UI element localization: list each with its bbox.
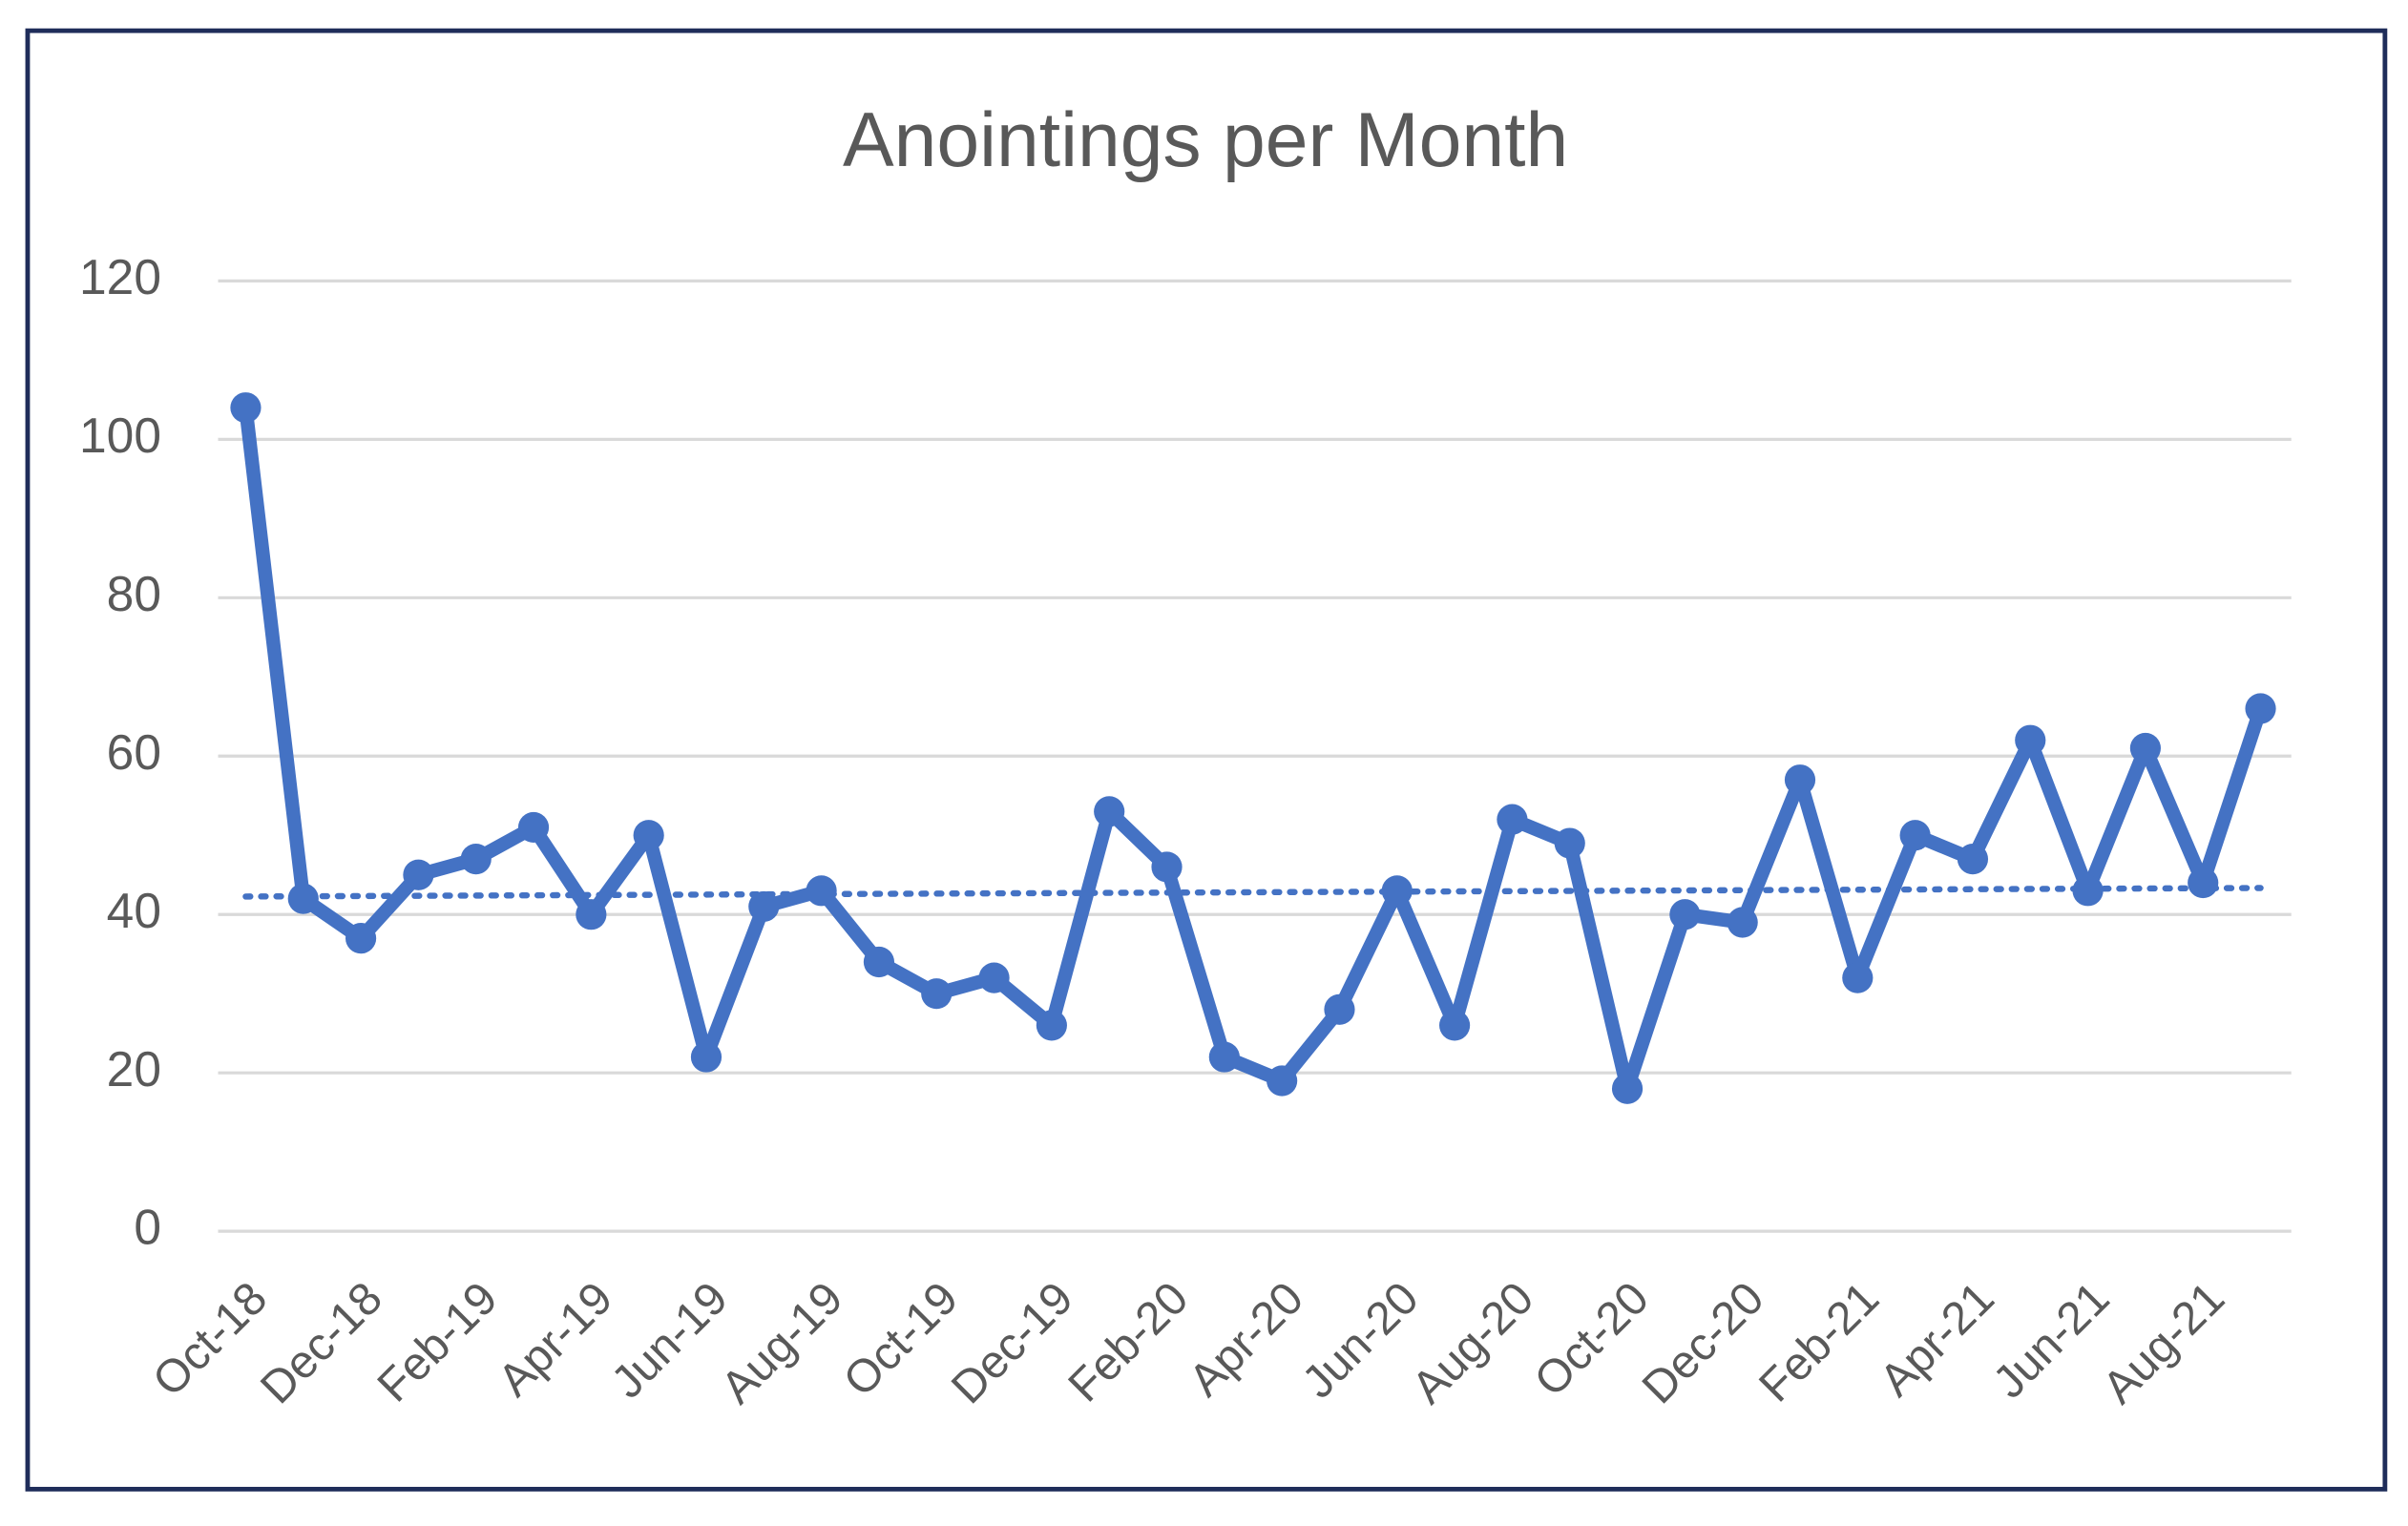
- data-point: [287, 883, 319, 914]
- data-point: [748, 890, 780, 923]
- y-tick-label: 100: [79, 408, 161, 463]
- data-point: [1497, 804, 1528, 835]
- data-point: [1784, 764, 1816, 796]
- data-point: [2072, 875, 2104, 907]
- data-point: [1324, 993, 1355, 1025]
- data-point: [230, 392, 262, 424]
- data-point: [2188, 867, 2219, 899]
- chart-title: Anointings per Month: [843, 97, 1568, 183]
- data-point: [921, 978, 953, 1010]
- data-point: [1611, 1073, 1644, 1104]
- data-point: [1554, 827, 1585, 859]
- data-point: [1267, 1065, 1298, 1097]
- y-tick-label: 0: [134, 1200, 161, 1255]
- data-point: [1957, 844, 1989, 875]
- y-tick-label: 60: [107, 724, 161, 780]
- data-point: [1727, 907, 1758, 938]
- data-point: [1381, 875, 1413, 907]
- data-point: [1208, 1041, 1240, 1073]
- data-point: [345, 923, 377, 954]
- data-point: [1094, 796, 1125, 827]
- y-tick-label: 40: [107, 883, 161, 938]
- data-point: [633, 820, 664, 851]
- data-point: [1899, 820, 1931, 851]
- data-point: [1669, 899, 1701, 930]
- data-point: [576, 899, 607, 930]
- data-point: [517, 811, 550, 844]
- data-point: [1439, 1010, 1471, 1041]
- data-point: [403, 859, 434, 890]
- data-point: [1842, 962, 1874, 993]
- data-point: [1151, 851, 1183, 883]
- chart-frame: [25, 28, 2388, 1492]
- data-point: [2129, 732, 2161, 764]
- y-tick-label: 80: [107, 566, 161, 621]
- data-point: [2245, 693, 2276, 724]
- data-point: [978, 962, 1010, 993]
- data-point: [690, 1041, 722, 1073]
- data-point: [460, 844, 492, 875]
- data-point: [2015, 724, 2046, 756]
- data-point: [806, 875, 837, 907]
- y-tick-label: 120: [79, 249, 161, 304]
- y-tick-label: 20: [107, 1041, 161, 1097]
- data-point: [1036, 1010, 1067, 1041]
- data-point: [863, 946, 895, 978]
